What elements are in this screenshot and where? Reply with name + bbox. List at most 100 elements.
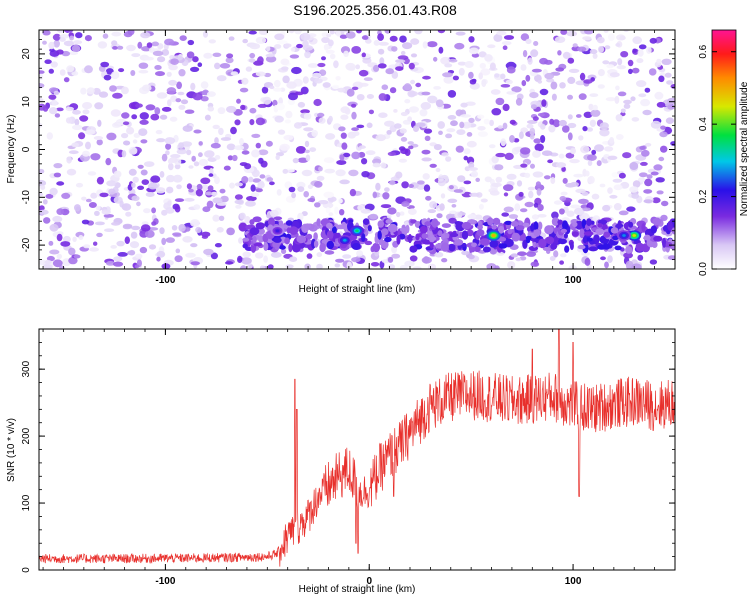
spectrogram-cell [438,46,444,54]
spectrogram-cell [52,33,62,41]
spectrogram-cell [168,162,174,171]
spectrogram-cell [387,256,394,263]
spectrogram-cell [587,175,595,184]
spectrogram-cell [291,192,296,199]
spectrogram-cell [239,87,249,93]
spectrogram-cell [216,227,224,233]
spectrogram-cell [591,149,597,155]
spectrogram-cell [597,69,605,77]
spectrogram-cell [386,214,392,219]
spectrogram-cell [570,147,576,155]
spectrogram-cell [335,258,345,263]
spectrogram-cell [615,85,620,91]
spectrogram-cell [68,256,78,265]
spectrogram-cell [410,79,416,85]
spectrogram-cell [339,209,345,216]
spectrogram-cell [439,203,445,211]
spectrogram-cell [113,256,123,262]
spectrogram-cell [117,45,124,50]
spectrogram-cell [520,64,527,71]
spectrogram-band-cell [449,232,459,238]
spectrogram-cell [148,47,156,53]
spectrogram-cell [190,243,198,248]
spectrogram-cell [53,40,60,48]
spectrogram-cell [80,87,87,95]
spectrogram-cell [255,142,261,149]
spectrogram-cell [252,216,262,223]
spectrogram-cell [171,225,178,231]
spectrogram-cell [112,122,121,128]
spectrogram-cell [273,87,282,92]
spectrogram-cell [198,141,203,146]
spectrogram-cell [511,86,522,93]
spectrogram-cell [257,56,264,65]
spectrogram-cell [285,264,294,269]
spectrogram-cell [378,41,389,46]
spectrogram-cell [631,117,640,122]
spectrogram-cell [356,250,364,257]
spectrogram-cell [638,177,646,183]
spectrogram-cell [174,205,181,213]
snr-y-tick-label: 100 [21,494,32,511]
spectrogram-cell [53,163,63,169]
spectrogram-cell [63,30,74,33]
spectrogram-cell [49,187,58,196]
spectrogram-cell [117,252,128,257]
spectrogram-cell [481,79,487,87]
spectrogram-band-cell [372,242,381,253]
spectrogram-cell [44,259,52,265]
spectrogram-cell [302,76,309,84]
spectrogram-cell [504,152,514,160]
spectrogram-cell [373,64,380,72]
spectrogram-cell [588,103,594,111]
spectrogram-cell [266,46,271,52]
spectrogram-cell [214,137,219,145]
spectrogram-cell [531,68,542,73]
spectrogram-cell [346,261,352,269]
spectrogram-cell [515,257,522,262]
spectrogram-peak [491,234,496,237]
spectrogram-cell [559,260,564,265]
spectrogram-band-cell [296,235,307,244]
spectrogram-cell [395,66,404,71]
spectrogram-cell [460,114,471,118]
spectrogram-cell [533,138,541,144]
spectrogram-cell [382,192,390,200]
spectrogram-cell [560,30,568,35]
spectrogram-cell [399,265,408,269]
spectrogram-cell [206,200,214,209]
spectrogram-cell [49,48,55,53]
spectrogram-cell [99,192,109,198]
spectrogram-cell [573,173,584,178]
spectrogram-cell [429,163,437,168]
spectrogram-cell [234,199,244,205]
spectrogram-cell [250,192,260,197]
snr-x-label: Height of straight line (km) [299,584,416,595]
spectrogram-cell [622,152,632,159]
spectrogram-cell [82,150,90,157]
spectrogram-cell [274,33,285,41]
spectrogram-band-cell [551,217,559,226]
spectrogram-cell [212,52,222,57]
spectrogram-band-cell [574,220,584,230]
spectrogram-cell [234,145,245,151]
spectrogram-cell [72,109,81,115]
spectrogram-cell [159,227,165,235]
spectrogram-cell [343,50,349,57]
spectrogram-cell [205,191,213,196]
spectrogram-cell [506,91,517,95]
spectrogram-cell [372,162,381,168]
spectrogram-cell [534,143,544,152]
spectrogram-cell [48,68,54,74]
spectrogram-cell [399,35,407,43]
spectrogram-cell [87,171,97,176]
spectrogram-cell [667,255,675,261]
spectrogram-cell [380,162,387,169]
snr-series-line [39,329,675,567]
spectrogram-cell [202,30,209,38]
snr-axes: -100 0 100 0 100 200 300 [21,328,676,587]
spectrogram-cell [242,251,251,258]
spectrogram-cell [297,186,305,193]
spectrogram-cell [429,201,438,209]
spectrogram-band-cell [586,218,592,227]
